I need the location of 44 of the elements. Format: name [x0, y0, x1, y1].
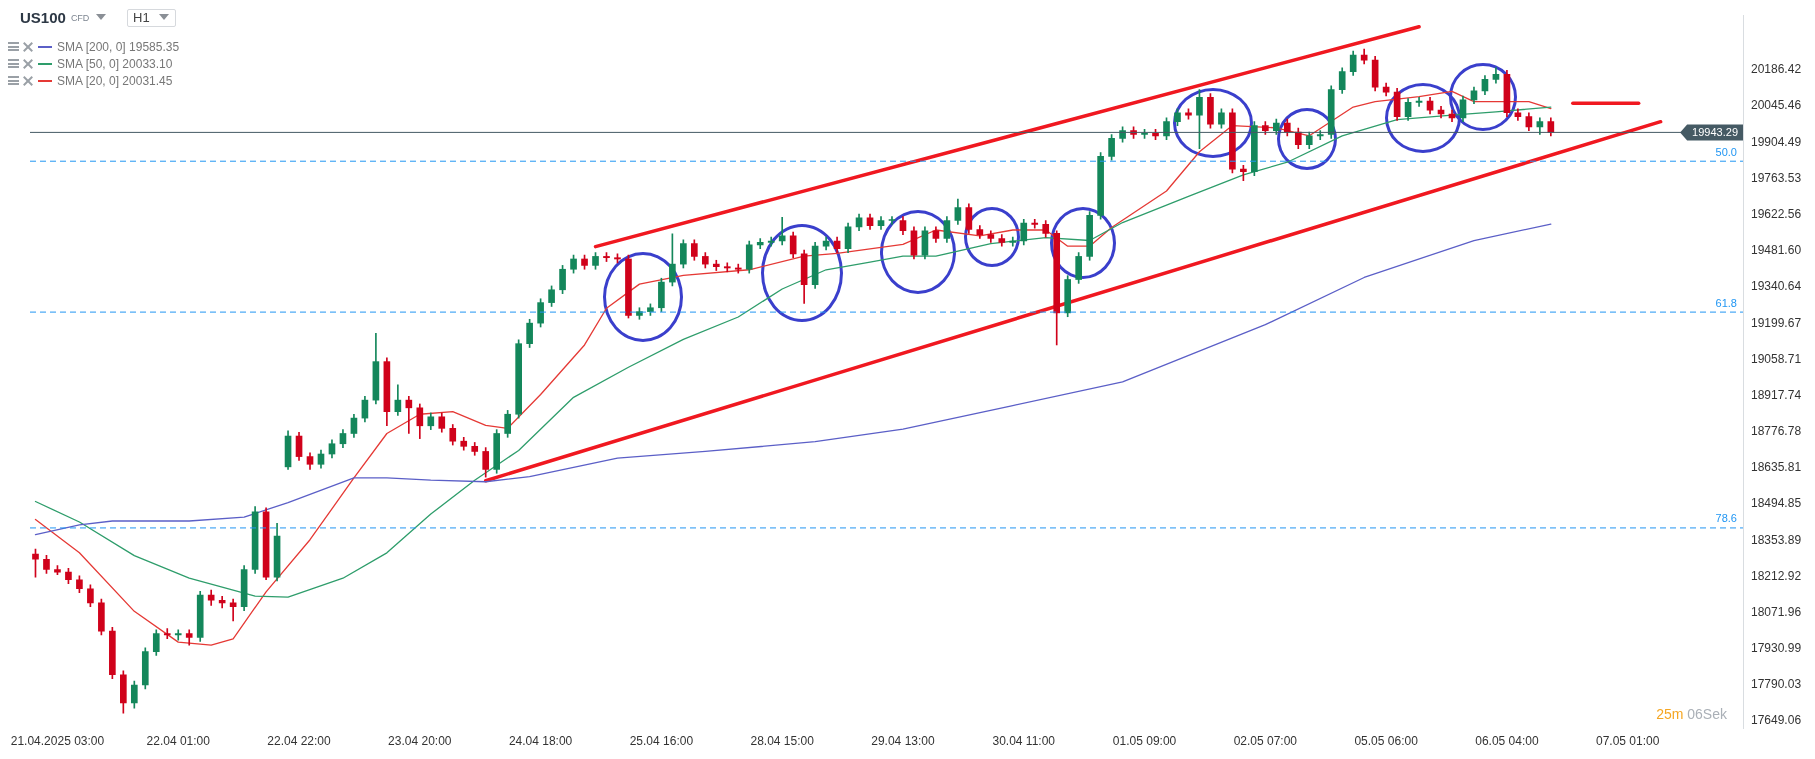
legend-label: SMA [20, 0] 20031.45	[57, 73, 173, 88]
legend-label: SMA [200, 0] 19585.35	[57, 39, 180, 54]
x-tick-label: 02.05 07:00	[1233, 734, 1298, 749]
y-tick-label: 17649.06	[1751, 713, 1802, 728]
annotation: H1	[133, 10, 150, 25]
x-tick-label: 30.04 11:00	[992, 734, 1056, 749]
y-tick-label: 18494.85	[1751, 496, 1802, 511]
annotation: 50.0	[1715, 145, 1737, 158]
legend-label: SMA [50, 0] 20033.10	[57, 56, 173, 71]
y-tick-label: 19199.67	[1751, 315, 1802, 330]
annotation: 25m 06Sek	[1656, 706, 1727, 722]
chart-subtitle: CFD	[70, 12, 90, 23]
y-tick-label: 18635.81	[1751, 460, 1802, 475]
y-tick-label: 20045.46	[1751, 98, 1802, 113]
x-tick-label: 05.05 06:00	[1354, 734, 1419, 749]
x-tick-label: 23.04 20:00	[388, 734, 452, 749]
x-tick-label: 21.04.2025 03:00	[10, 734, 105, 749]
y-tick-label: 19763.53	[1751, 170, 1802, 185]
y-tick-label: 17930.99	[1751, 641, 1802, 656]
y-tick-label: 17790.03	[1751, 677, 1802, 692]
x-tick-label: 06.05 04:00	[1475, 734, 1539, 749]
ref-line-label: 19943.29	[1692, 126, 1739, 139]
x-tick-label: 28.04 15:00	[750, 734, 815, 749]
x-tick-label: 29.04 13:00	[871, 734, 935, 749]
y-tick-label: 20186.42	[1751, 62, 1802, 77]
y-tick-label: 18071.96	[1751, 604, 1802, 619]
chart-title: US100	[20, 9, 66, 27]
y-tick-label: 19904.49	[1751, 134, 1802, 149]
x-tick-label: 22.04 01:00	[146, 734, 211, 749]
y-tick-label: 19340.64	[1751, 279, 1802, 294]
x-tick-label: 25.04 16:00	[629, 734, 694, 749]
y-tick-label: 19481.60	[1751, 243, 1802, 258]
x-tick-label: 01.05 09:00	[1112, 734, 1177, 749]
y-tick-label: 18353.89	[1751, 532, 1802, 547]
y-tick-label: 18212.92	[1751, 568, 1802, 583]
x-tick-label: 07.05 01:00	[1596, 734, 1660, 749]
y-tick-label: 18917.74	[1751, 387, 1802, 402]
annotation: 61.8	[1715, 296, 1737, 309]
x-tick-label: 22.04 22:00	[267, 734, 332, 749]
y-tick-label: 19622.56	[1751, 207, 1802, 222]
y-tick-label: 18776.78	[1751, 424, 1802, 439]
annotation: 78.6	[1715, 512, 1737, 525]
y-tick-label: 19058.71	[1751, 351, 1802, 366]
x-tick-label: 24.04 18:00	[508, 734, 573, 749]
